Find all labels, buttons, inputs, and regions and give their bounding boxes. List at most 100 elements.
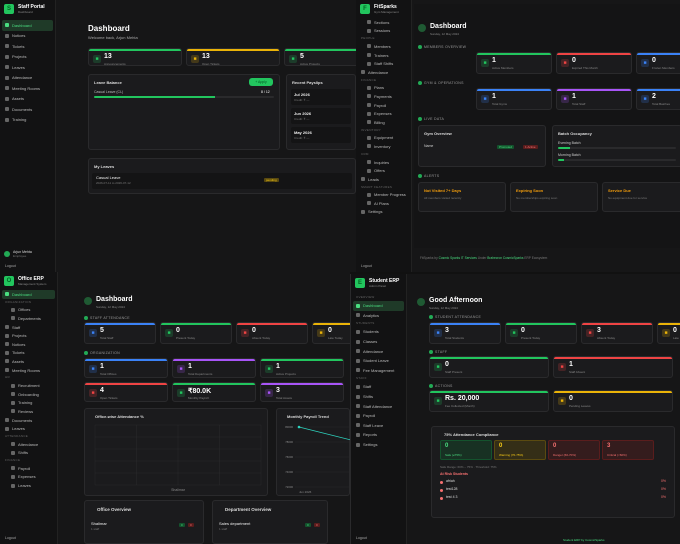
stat-card-active-members[interactable]: ■ 1 Active Members bbox=[476, 52, 552, 74]
sidebar-item-dashboard[interactable]: Dashboard bbox=[353, 301, 404, 311]
user-profile[interactable]: Arjun Mehta Employee bbox=[4, 250, 32, 258]
logout-button[interactable]: Logout bbox=[5, 264, 16, 268]
stat-card-total-students[interactable]: ■ 3 Total Students bbox=[429, 322, 501, 344]
sidebar-item-reviews[interactable]: Reviews bbox=[0, 407, 57, 416]
stat-card-total-assets[interactable]: ■ 3 Total Assets bbox=[260, 382, 344, 402]
compliance-tile[interactable]: 0 Warning (70-75%) bbox=[494, 440, 546, 460]
logout-button[interactable]: Logout bbox=[5, 536, 16, 540]
payslip-item[interactable]: Jun 2026 Credit: ₹ — bbox=[291, 108, 351, 124]
sidebar-item-staff[interactable]: Staff bbox=[0, 323, 57, 332]
sidebar-item-attendance[interactable]: Attendance bbox=[0, 73, 55, 84]
sidebar-item-leaves[interactable]: Leaves bbox=[0, 481, 57, 490]
sidebar-item-staff-shifts[interactable]: Staff Shifts bbox=[356, 59, 411, 68]
sidebar-item-dashboard[interactable]: Dashboard bbox=[2, 20, 53, 31]
at-risk-row[interactable]: test128 0% bbox=[440, 487, 666, 494]
sidebar-item-attendance[interactable]: Attendance bbox=[0, 440, 57, 449]
stat-card-total-departments[interactable]: ■ 1 Total Departments bbox=[172, 358, 256, 378]
sidebar-item-billing[interactable]: Billing bbox=[356, 118, 411, 127]
sidebar-item-shifts[interactable]: Shifts bbox=[351, 392, 406, 402]
sidebar-item-notices[interactable]: Notices bbox=[0, 340, 57, 349]
at-risk-row[interactable]: test 4 3 0% bbox=[440, 495, 666, 502]
sidebar-item-expenses[interactable]: Expenses bbox=[0, 473, 57, 482]
stat-card-absent-today[interactable]: ■ 0 Absent Today bbox=[236, 322, 308, 344]
stat-card-staff-absent[interactable]: ■ 1 Staff Absent bbox=[553, 356, 673, 378]
sidebar-item-leads[interactable]: Leads bbox=[356, 175, 411, 184]
sidebar-item-equipment[interactable]: Equipment bbox=[356, 134, 411, 143]
sidebar-item-inquiries[interactable]: Inquiries bbox=[356, 158, 411, 167]
sidebar-item-documents[interactable]: Documents bbox=[0, 104, 55, 115]
at-risk-row[interactable]: afriah 0% bbox=[440, 479, 666, 486]
sidebar-item-payments[interactable]: Payments bbox=[356, 92, 411, 101]
stat-card-present-today[interactable]: ■ 0 Present Today bbox=[505, 322, 577, 344]
sidebar-item-members[interactable]: Members bbox=[356, 42, 411, 51]
stat-card-active-projects[interactable]: ■ 5 Active Projects bbox=[284, 48, 356, 66]
stat-card-frozen-members[interactable]: ■ 0 Frozen Members bbox=[636, 52, 680, 74]
stat-card-late-today[interactable]: ■ 0 Late Today bbox=[312, 322, 350, 344]
sidebar-item-sections[interactable]: Sections bbox=[356, 18, 411, 27]
stat-card-present-today[interactable]: ■ 0 Present Today bbox=[160, 322, 232, 344]
compliance-tile[interactable]: 3 Critical (<60%) bbox=[602, 440, 654, 460]
sidebar-item-attendance[interactable]: Attendance bbox=[351, 346, 406, 356]
sidebar-item-offers[interactable]: Offers bbox=[356, 166, 411, 175]
footer-company-link[interactable]: Brahecron CosmicSparks bbox=[487, 256, 524, 260]
stat-card-announcements[interactable]: ■ 13 Announcements bbox=[88, 48, 182, 66]
sidebar-item-plans[interactable]: Plans bbox=[356, 84, 411, 93]
sidebar-item-staff-leave[interactable]: Staff Leave bbox=[351, 421, 406, 431]
alert-card-expiring-soon[interactable]: Expiring Soon No memberships expiring soo… bbox=[510, 182, 598, 212]
stat-card-expired-this-month[interactable]: ■ 0 Expired This Month bbox=[556, 52, 632, 74]
sidebar-item-departments[interactable]: Departments bbox=[0, 314, 57, 323]
sidebar-item-offices[interactable]: Offices bbox=[0, 306, 57, 315]
stat-card-total-gyms[interactable]: ■ 1 Total Gyms bbox=[476, 88, 552, 110]
sidebar-item-students[interactable]: Students bbox=[351, 327, 406, 337]
sidebar-item-assets[interactable]: Assets bbox=[0, 94, 55, 105]
sidebar-item-payroll[interactable]: Payroll bbox=[356, 101, 411, 110]
sidebar-item-tickets[interactable]: Tickets bbox=[0, 41, 55, 52]
stat-card-total-staff[interactable]: ■ 5 Total Staff bbox=[84, 322, 156, 344]
footer-company-link[interactable]: Cosmic Sparks IT Services bbox=[438, 256, 477, 260]
sidebar-item-notices[interactable]: Notices bbox=[0, 31, 55, 42]
sidebar-item-projects[interactable]: Projects bbox=[0, 52, 55, 63]
sidebar-item-shifts[interactable]: Shifts bbox=[0, 449, 57, 458]
stat-card-active-projects[interactable]: ■ 1 Active Projects bbox=[260, 358, 344, 378]
leave-row[interactable]: Casual Leave 2026-07-11 to 2026-07-12 pe… bbox=[92, 173, 352, 189]
sidebar-item-reports[interactable]: Reports bbox=[351, 430, 406, 440]
sidebar-item-analytics[interactable]: Analytics bbox=[351, 311, 406, 321]
sidebar-item-fee-management[interactable]: Fee Management bbox=[351, 366, 406, 376]
logout-button[interactable]: Logout bbox=[361, 264, 372, 268]
sidebar-item-settings[interactable]: Settings bbox=[351, 440, 406, 450]
sidebar-item-onboarding[interactable]: Onboarding bbox=[0, 390, 57, 399]
stat-card-total-batches[interactable]: ■ 2 Total Batches bbox=[636, 88, 680, 110]
data-point[interactable] bbox=[297, 425, 301, 429]
sidebar-item-staff[interactable]: Staff bbox=[351, 382, 406, 392]
sidebar-item-sessions[interactable]: Sessions bbox=[356, 27, 411, 36]
sidebar-item-attendance[interactable]: Attendance bbox=[356, 68, 411, 77]
sidebar-item-training[interactable]: Training bbox=[0, 399, 57, 408]
sidebar-item-leaves[interactable]: Leaves bbox=[0, 62, 55, 73]
stat-card-absent-today[interactable]: ■ 3 Absent Today bbox=[581, 322, 653, 344]
payslip-item[interactable]: Jul 2026 Credit: ₹ — bbox=[291, 89, 351, 105]
sidebar-item-leaves[interactable]: Leaves bbox=[0, 424, 57, 433]
stat-card-total-staff[interactable]: ■ 1 Total Staff bbox=[556, 88, 632, 110]
sidebar-item-ai-plans[interactable]: AI Plans bbox=[356, 199, 411, 208]
compliance-tile[interactable]: 0 Danger (60-70%) bbox=[548, 440, 600, 460]
stat-card-open-tickets[interactable]: ■ 13 Open Tickets bbox=[186, 48, 280, 66]
stat-card-late[interactable]: ■ 0 Late bbox=[657, 322, 680, 344]
sidebar-item-expenses[interactable]: Expenses bbox=[356, 109, 411, 118]
sidebar-item-payroll[interactable]: Payroll bbox=[351, 411, 406, 421]
payslip-item[interactable]: May 2026 Credit: ₹ — bbox=[291, 127, 351, 143]
sidebar-item-projects[interactable]: Projects bbox=[0, 331, 57, 340]
sidebar-item-settings[interactable]: Settings bbox=[356, 208, 411, 217]
stat-card-staff-present[interactable]: ■ 0 Staff Present bbox=[429, 356, 549, 378]
sidebar-item-meeting-rooms[interactable]: Meeting Rooms bbox=[0, 366, 57, 375]
sidebar-item-meeting-rooms[interactable]: Meeting Rooms bbox=[0, 83, 55, 94]
sidebar-item-dashboard[interactable]: Dashboard bbox=[2, 290, 55, 299]
stat-card-open-tickets[interactable]: ■ 4 Open Tickets bbox=[84, 382, 168, 402]
sidebar-item-payroll[interactable]: Payroll bbox=[0, 464, 57, 473]
sidebar-item-trainers[interactable]: Trainers bbox=[356, 51, 411, 60]
sidebar-item-assets[interactable]: Assets bbox=[0, 357, 57, 366]
stat-card-pending-leaves[interactable]: ■ 0 Pending Leaves bbox=[553, 390, 673, 412]
stat-card-fee-collected-month[interactable]: ■ Rs. 20,000 Fee Collected (Month) bbox=[429, 390, 549, 412]
sidebar-item-classes[interactable]: Classes bbox=[351, 337, 406, 347]
stat-card-total-offices[interactable]: ■ 1 Total Offices bbox=[84, 358, 168, 378]
alert-card-service-due[interactable]: Service Due No equipment due for service bbox=[602, 182, 680, 212]
